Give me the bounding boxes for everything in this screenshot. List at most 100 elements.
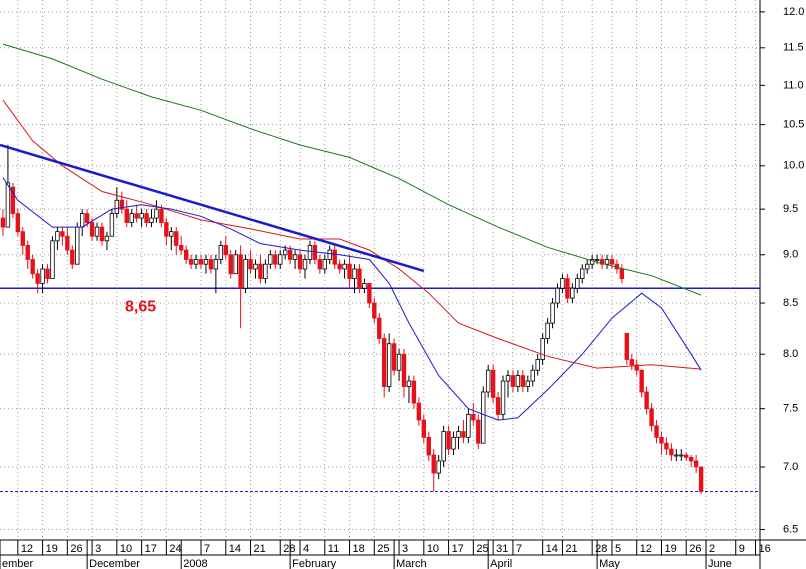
x-tick-label: 17	[452, 543, 464, 555]
candle-body	[75, 226, 80, 265]
candle-body	[481, 391, 486, 444]
indicator-line	[2, 99, 702, 370]
candle-body	[688, 456, 694, 462]
candle-body	[377, 317, 382, 339]
x-tick-label: 3	[402, 543, 408, 555]
x-tick-label: 9	[739, 543, 745, 555]
candle-body	[674, 454, 679, 457]
indicator-line	[2, 177, 702, 421]
candle-body	[15, 213, 21, 233]
candle-body	[456, 431, 461, 438]
x-tick-label: 12	[640, 543, 652, 555]
candle-body	[282, 249, 288, 256]
candle-body	[515, 375, 521, 387]
candle-body	[104, 235, 110, 242]
x-tick-label: 10	[120, 543, 132, 555]
candle-body	[233, 254, 238, 275]
candle-body	[25, 245, 30, 260]
candle-body	[505, 375, 511, 382]
month-label: June	[708, 558, 732, 569]
candle-body	[530, 369, 535, 382]
month-label: 2008	[183, 558, 207, 569]
candle-body	[525, 380, 530, 387]
candle-body	[169, 231, 174, 237]
candle-body	[441, 431, 446, 462]
candle-body	[307, 245, 313, 260]
indicator-line	[2, 43, 702, 296]
candle-body	[451, 436, 456, 450]
level-label: 8,65	[125, 298, 156, 315]
candle-body	[560, 278, 565, 289]
candle-body	[144, 213, 149, 223]
candle-body	[545, 322, 550, 339]
candle-body	[327, 249, 332, 260]
candle-body	[510, 375, 516, 387]
month-label: April	[490, 558, 512, 569]
candle-body	[292, 254, 298, 260]
candle-body	[406, 380, 412, 387]
x-tick-label: 26	[70, 543, 82, 555]
candle-body	[599, 259, 605, 265]
candle-body	[109, 213, 115, 237]
candle-body	[50, 240, 55, 279]
x-tick-label: 11	[328, 543, 339, 555]
x-tick-label: 3	[95, 543, 101, 555]
candle-body	[485, 369, 491, 393]
candle-body	[198, 259, 204, 265]
candle-body	[367, 283, 372, 304]
candle-body	[634, 364, 639, 371]
y-tick-label: 12.0	[783, 6, 804, 18]
candle-body	[575, 278, 580, 289]
x-tick-label: 10	[427, 543, 439, 555]
candle-body	[30, 259, 35, 275]
candle-body	[490, 369, 496, 398]
candle-body	[114, 199, 120, 214]
candle-body	[119, 199, 124, 210]
x-tick-label: 16	[759, 543, 771, 555]
candle-body	[416, 402, 422, 421]
x-tick-label: 31	[496, 543, 508, 555]
candle-body	[65, 235, 70, 251]
y-tick-label: 9.0	[783, 249, 798, 261]
candle-body	[317, 259, 323, 270]
month-label: March	[396, 558, 427, 569]
candle-body	[20, 231, 25, 246]
candle-body	[337, 263, 342, 270]
x-tick-label: 19	[664, 543, 676, 555]
candle-body	[218, 245, 224, 260]
y-tick-label: 8.5	[783, 297, 798, 309]
candle-body	[278, 254, 283, 265]
candle-body	[174, 231, 179, 246]
candle-body	[45, 268, 50, 279]
candle-body	[159, 208, 164, 223]
candle-body	[149, 217, 154, 223]
candle-body	[471, 413, 476, 421]
candle-body	[0, 217, 6, 228]
candle-body	[382, 338, 387, 387]
candle-body	[594, 259, 600, 261]
candle-body	[89, 222, 95, 237]
candle-body	[273, 254, 278, 265]
candle-body	[129, 213, 134, 223]
candle-body	[555, 287, 560, 304]
candle-body	[70, 249, 75, 265]
x-tick-label: 7	[516, 543, 522, 555]
candle-body	[391, 343, 397, 371]
candle-body	[258, 263, 263, 279]
candle-body	[396, 353, 402, 371]
candle-body	[684, 454, 689, 458]
candle-body	[55, 231, 60, 242]
candle-body	[629, 359, 634, 366]
candle-body	[228, 254, 233, 275]
x-tick-label: 17	[145, 543, 157, 555]
candle-body	[411, 380, 417, 404]
month-label: May	[599, 558, 620, 569]
candle-body	[580, 268, 585, 279]
y-tick-label: 10.5	[783, 119, 804, 131]
candle-body	[436, 460, 441, 474]
x-tick-label: 14	[546, 543, 558, 555]
candle-body	[79, 213, 85, 228]
candle-body	[401, 353, 407, 387]
candle-body	[362, 283, 367, 289]
